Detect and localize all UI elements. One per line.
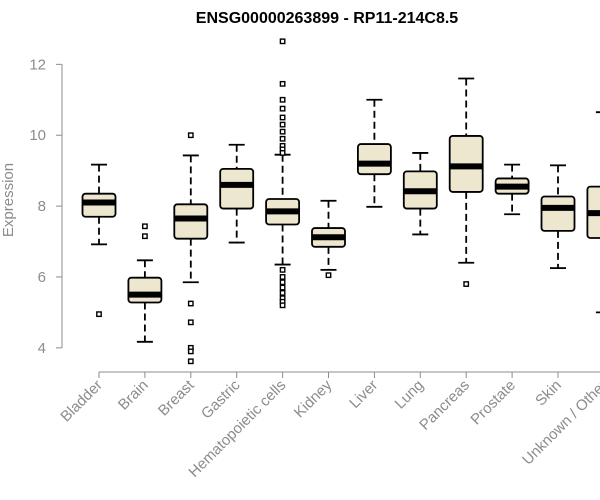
- y-axis-label: Expression: [0, 163, 17, 237]
- box-iqr: [219, 167, 255, 210]
- box-group: [402, 152, 438, 236]
- x-tick-label: Prostate: [467, 377, 519, 429]
- outlier-point: [279, 135, 286, 142]
- y-tick-label: 12: [29, 56, 46, 73]
- outlier-point: [279, 121, 286, 128]
- outlier-point: [279, 274, 286, 280]
- box-group: [219, 143, 255, 244]
- x-tick-label: Skin: [532, 377, 565, 410]
- outlier-point: [187, 132, 194, 139]
- box-iqr: [127, 276, 163, 304]
- x-tick-label: Pancreas: [416, 377, 473, 434]
- outlier-point: [279, 105, 286, 112]
- x-tick-label: Lung: [392, 377, 428, 413]
- box-group: [311, 199, 346, 279]
- outlier-point: [96, 311, 102, 318]
- outlier-point: [463, 281, 470, 287]
- y-tick-label: 8: [38, 198, 46, 215]
- outlier-point: [187, 348, 194, 355]
- outlier-point: [187, 319, 194, 326]
- outlier-point: [279, 128, 286, 135]
- outlier-point: [279, 290, 286, 296]
- box-iqr: [356, 143, 392, 176]
- x-tick-label: Breast: [155, 376, 198, 419]
- box-group: [540, 164, 576, 269]
- outlier-point: [279, 284, 286, 291]
- box-group: [173, 132, 209, 365]
- box-group: [448, 77, 484, 287]
- box-group: [81, 163, 117, 318]
- chart-title: ENSG00000263899 - RP11-214C8.5: [196, 10, 459, 27]
- x-tick-label: Liver: [346, 377, 381, 412]
- outlier-point: [279, 38, 286, 45]
- outlier-point: [187, 358, 194, 365]
- y-tick-label: 6: [38, 269, 46, 286]
- outlier-point: [279, 150, 286, 156]
- outlier-point: [325, 272, 332, 279]
- y-tick-label: 10: [29, 127, 46, 144]
- outlier-point: [279, 114, 286, 121]
- y-tick-label: 4: [38, 340, 46, 357]
- outlier-point: [141, 223, 148, 230]
- box-group: [265, 38, 301, 309]
- outlier-point: [279, 80, 286, 87]
- outlier-point: [279, 302, 286, 309]
- outlier-point: [279, 266, 286, 273]
- box-group: [356, 98, 392, 208]
- outlier-point: [279, 96, 286, 103]
- outlier-point: [279, 279, 286, 286]
- box-iqr: [540, 195, 576, 232]
- outlier-point: [187, 300, 194, 307]
- x-tick-label: Kidney: [291, 376, 336, 421]
- x-tick-label: Gastric: [198, 376, 244, 422]
- x-tick-label: Brain: [115, 377, 152, 414]
- y-axis: 4 6 8 10 12: [29, 56, 63, 357]
- x-tick-label: Bladder: [57, 377, 106, 426]
- box-group: [127, 223, 163, 343]
- box-group: [494, 163, 530, 216]
- plot-area: [81, 38, 600, 365]
- outlier-point: [141, 233, 148, 240]
- box-group: [586, 111, 600, 314]
- box-iqr: [173, 203, 209, 240]
